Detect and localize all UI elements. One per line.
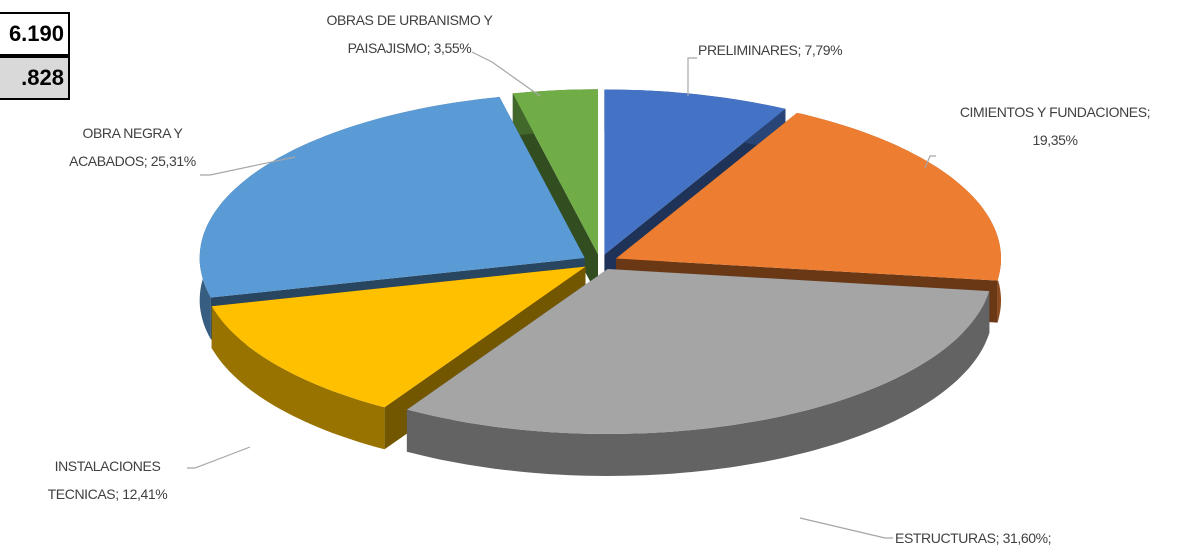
slice xyxy=(512,89,598,255)
value-label: 25,31% xyxy=(150,153,196,169)
slice xyxy=(604,89,786,255)
label-separator: ; xyxy=(143,153,151,169)
label-separator: ; xyxy=(115,486,123,502)
category-name: INSTALACIONES TECNICAS xyxy=(47,458,161,502)
value-label: 31,60%; xyxy=(1002,530,1052,546)
leader-line xyxy=(924,155,936,169)
leader-line xyxy=(799,517,893,539)
data-label: PRELIMINARES; 7,79% xyxy=(698,36,938,64)
data-label: ESTRUCTURAS; 31,60%; xyxy=(895,524,1195,552)
label-separator: ; xyxy=(797,42,805,58)
category-name: ESTRUCTURAS xyxy=(895,530,996,546)
table-cell: .828 xyxy=(0,56,70,100)
data-label: INSTALACIONES TECNICAS; 12,41% xyxy=(25,452,190,508)
label-separator: ; xyxy=(426,40,434,56)
slice xyxy=(406,269,990,434)
category-name: OBRAS DE URBANISMO Y PAISAJISMO xyxy=(326,12,493,56)
data-label: OBRAS DE URBANISMO Y PAISAJISMO; 3,55% xyxy=(302,6,517,62)
value-label: 7,79% xyxy=(804,42,843,58)
value-label: 3,55% xyxy=(433,40,472,56)
label-separator: ; xyxy=(995,530,1003,546)
data-label: CIMIENTOS Y FUNDACIONES; 19,35% xyxy=(955,98,1155,154)
slice xyxy=(211,266,586,408)
data-label: OBRA NEGRA Y ACABADOS; 25,31% xyxy=(45,119,220,175)
slice xyxy=(616,112,1001,281)
slice-wall xyxy=(406,291,990,476)
leader-line xyxy=(471,51,541,97)
leader-line xyxy=(200,156,296,176)
leader-line xyxy=(687,57,697,96)
slice-wall xyxy=(211,306,385,450)
slice xyxy=(199,97,585,298)
value-label: 19,35% xyxy=(1032,132,1078,148)
label-separator: ; xyxy=(1146,104,1151,120)
leader-line xyxy=(187,446,251,469)
value-label: 12,41% xyxy=(122,486,168,502)
table-cell: 6.190 xyxy=(0,12,70,56)
category-name: CIMIENTOS Y FUNDACIONES xyxy=(959,104,1147,120)
category-name: PRELIMINARES xyxy=(698,42,798,58)
category-name: OBRA NEGRA Y ACABADOS xyxy=(69,125,183,169)
